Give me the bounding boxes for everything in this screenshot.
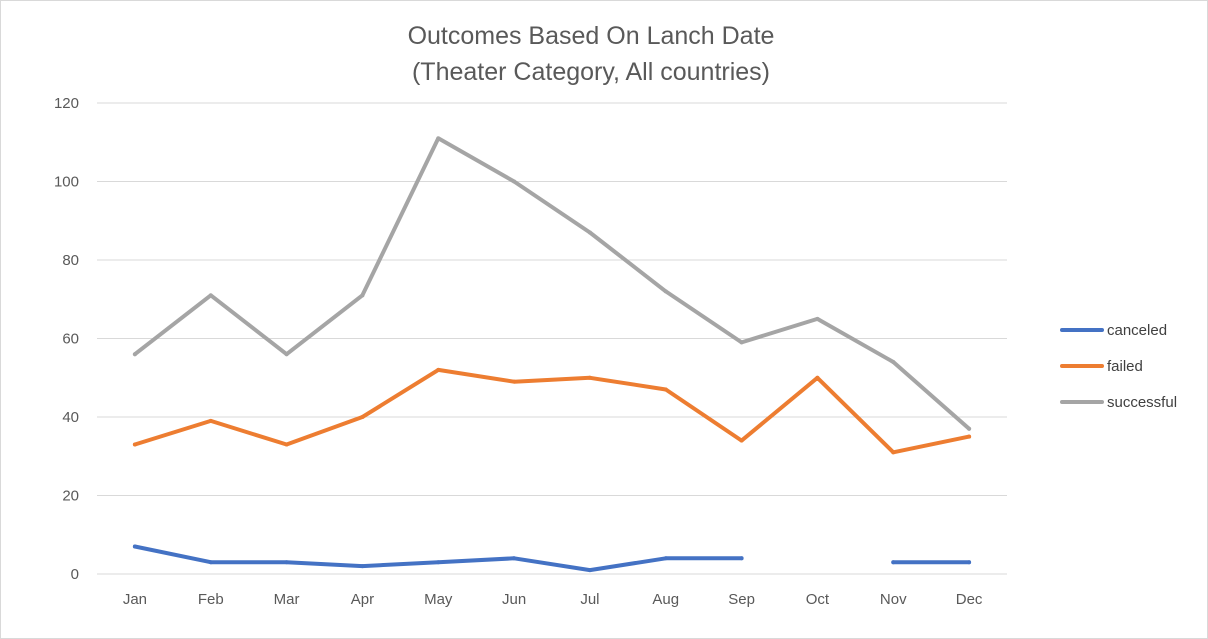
x-tick-label: Nov (880, 591, 907, 608)
y-tick-label: 120 (54, 95, 79, 112)
x-tick-label: Dec (956, 591, 983, 608)
data-point-failed (663, 387, 668, 392)
data-point-successful (208, 293, 213, 298)
series-lines (132, 136, 972, 573)
data-point-canceled (360, 564, 365, 569)
data-point-failed (436, 367, 441, 372)
data-point-successful (132, 352, 137, 357)
x-tick-label: Oct (806, 591, 830, 608)
data-point-successful (512, 179, 517, 184)
x-tick-label: Apr (351, 591, 374, 608)
data-point-canceled (739, 556, 744, 561)
data-point-failed (815, 375, 820, 380)
data-point-failed (360, 415, 365, 419)
data-point-canceled (967, 560, 972, 565)
y-tick-label: 60 (62, 331, 79, 348)
data-point-canceled (891, 560, 896, 565)
x-tick-label: Sep (728, 591, 755, 608)
x-tick-label: Jan (123, 591, 147, 608)
data-point-failed (739, 438, 744, 443)
legend: canceled failed successful (1060, 322, 1177, 411)
series-line-canceled (132, 544, 972, 573)
data-point-canceled (132, 544, 137, 549)
chart-subtitle: (Theater Category, All countries) (412, 58, 770, 86)
data-point-successful (436, 136, 441, 141)
data-point-canceled (436, 560, 441, 565)
data-point-successful (891, 360, 896, 365)
data-point-successful (739, 340, 744, 345)
x-tick-label: Aug (652, 591, 679, 608)
data-point-successful (284, 352, 289, 357)
y-axis-ticks: 0 20 40 60 80 100 120 (54, 95, 79, 583)
x-tick-label: Mar (274, 591, 300, 608)
x-tick-label: Jul (580, 591, 599, 608)
data-point-failed (208, 418, 213, 423)
gridlines (97, 102, 1007, 575)
data-point-failed (967, 434, 972, 439)
data-point-failed (512, 379, 517, 384)
data-point-failed (284, 442, 289, 447)
data-point-failed (132, 442, 137, 447)
data-point-canceled (284, 560, 289, 565)
legend-label-successful: successful (1107, 394, 1177, 411)
x-tick-label: Jun (502, 591, 526, 608)
legend-label-failed: failed (1107, 358, 1143, 375)
series-line-successful (132, 136, 972, 431)
x-tick-label: May (424, 591, 453, 608)
y-tick-label: 40 (62, 409, 79, 426)
x-tick-label: Feb (198, 591, 224, 608)
data-point-successful (967, 426, 972, 431)
data-point-canceled (663, 556, 668, 561)
data-point-canceled (587, 568, 592, 573)
data-point-successful (663, 289, 668, 294)
series-line-failed (132, 367, 972, 455)
y-tick-label: 20 (62, 488, 79, 505)
x-axis-ticks: Jan Feb Mar Apr May Jun Jul Aug Sep Oct Nov Dec (123, 591, 983, 608)
data-point-canceled (208, 560, 213, 565)
y-tick-label: 80 (62, 252, 79, 269)
data-point-successful (587, 230, 592, 235)
data-point-failed (891, 450, 896, 455)
y-tick-label: 0 (71, 566, 79, 583)
chart-title: Outcomes Based On Lanch Date (408, 22, 775, 50)
legend-label-canceled: canceled (1107, 322, 1167, 339)
data-point-successful (360, 293, 365, 298)
data-point-canceled (512, 556, 517, 561)
data-point-failed (587, 375, 592, 380)
data-point-successful (815, 316, 820, 321)
y-tick-label: 100 (54, 174, 79, 191)
